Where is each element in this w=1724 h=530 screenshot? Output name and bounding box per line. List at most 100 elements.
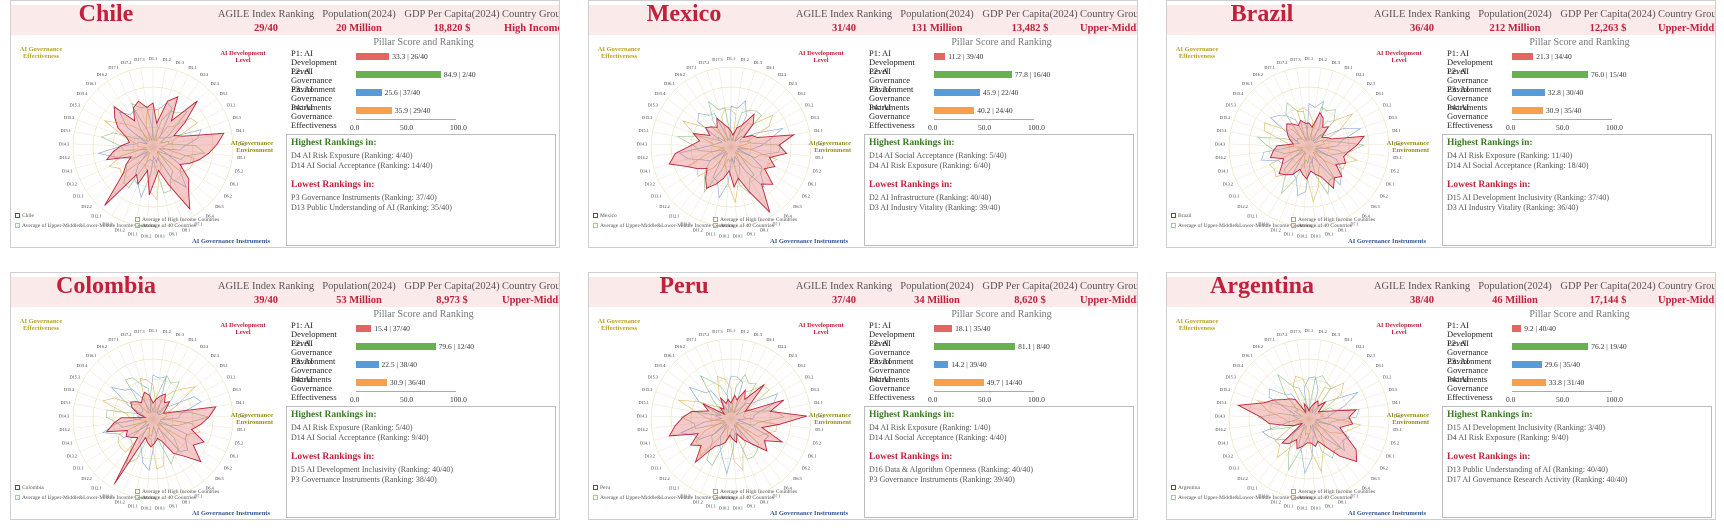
- legend-swatch: [593, 213, 598, 219]
- highest-item: D4 AI Risk Exposure (Ranking: 5/40): [291, 423, 413, 432]
- header-labels: AGILE Index Ranking Population(2024) GDP P…: [216, 9, 559, 23]
- radar-axis-label: D16.2: [1253, 72, 1263, 77]
- radar-axis-label: D6.4: [1361, 486, 1370, 491]
- radar-spoke: [152, 146, 205, 209]
- rankings-box: Highest Rankings in: D4 AI Risk Exposure …: [286, 134, 556, 246]
- radar-quadrant-label: AI Governance: [231, 412, 274, 419]
- radar-axis-label: D2.2: [1356, 344, 1364, 349]
- header-labels: AGILE Index Ranking Population(2024) GDP P…: [1372, 9, 1715, 23]
- radar-axis-label: D5.2: [813, 169, 821, 174]
- pillar-axis-line: [934, 391, 1034, 392]
- radar-spoke: [1230, 403, 1310, 420]
- radar-axis-label: D15.3: [70, 102, 80, 107]
- radar-spoke: [152, 146, 172, 225]
- radar-spoke: [1278, 418, 1310, 494]
- radar-axis-label: D1.3: [1332, 60, 1340, 65]
- pillar-bar: [1512, 89, 1545, 96]
- header-labels: AGILE Index Ranking Population(2024) GDP P…: [216, 281, 559, 295]
- radar-chart: D1.1 D1.2 D1.3 D2.1 D2.2D2.3D3.1 D3.2 D3.3 D4.1…: [1176, 318, 1430, 517]
- header-values: 37/40 34 Million 8,620 $ Upper-Middle Incom…: [794, 295, 1137, 309]
- pillar-row: P1: AI Development Level 15.4 | 37/40: [291, 321, 559, 348]
- radar-axis-label: D9.1: [1325, 232, 1333, 237]
- radar-spoke: [730, 415, 811, 420]
- radar-spoke: [730, 98, 795, 148]
- radar-axis-label: D10.2: [1297, 506, 1307, 511]
- radar-axis-label: D17.3: [1290, 57, 1300, 62]
- radar-axis-label: D3.3: [233, 387, 241, 392]
- radar-spoke: [111, 418, 154, 488]
- radar-country-series: [668, 113, 796, 213]
- radar-axis-label: D4.2: [238, 142, 246, 147]
- radar-spoke: [152, 119, 229, 148]
- agile-rank-value: 38/40: [1410, 295, 1434, 306]
- radar-spoke: [152, 108, 224, 148]
- radar-spoke: [152, 81, 200, 148]
- radar-axis-label: D4.2: [1394, 142, 1402, 147]
- legend-swatch: [15, 495, 20, 501]
- radar-spoke: [651, 415, 732, 420]
- radar-axis-label: D2.1: [766, 337, 774, 342]
- legend-label: Average of 40 Countries: [1298, 223, 1352, 229]
- legend-swatch: [713, 495, 718, 501]
- radar-axis-label: D16.1: [86, 353, 96, 358]
- radar-axis-label: D10.2: [141, 234, 151, 239]
- header-label: GDP Per Capita(2024): [1560, 9, 1656, 20]
- radar-spoke: [152, 146, 233, 157]
- legend-label: Mexico: [600, 213, 617, 219]
- legend-item: Average of High Income Countries: [135, 217, 219, 223]
- legend-item: Average of High Income Countries: [1291, 489, 1375, 495]
- radar-axis-label: D17.1: [1264, 65, 1274, 70]
- legend-item: Average of 40 Countries: [1291, 223, 1352, 229]
- radar-spoke: [730, 75, 767, 148]
- radar-axis-label: D10.1: [1311, 234, 1321, 239]
- radar-quadrant-label: Environment: [814, 147, 852, 154]
- radar-axis-label: D17.3: [712, 57, 722, 62]
- pillar-axis-line: [1512, 119, 1612, 120]
- radar-spoke: [652, 131, 732, 148]
- radar-axis-label: D17.1: [1264, 337, 1274, 342]
- radar-axis-label: D10.2: [1297, 234, 1307, 239]
- agile-rank-value: 37/40: [832, 295, 856, 306]
- rankings-box: Highest Rankings in: D15 AI Development I…: [1442, 406, 1712, 518]
- radar-quadrant-label: Environment: [236, 419, 274, 426]
- radar-average-line: [103, 108, 198, 201]
- radar-axis-label: D2.3: [789, 81, 797, 86]
- radar-spoke: [152, 418, 160, 499]
- pillar-bar: [934, 53, 946, 60]
- radar-axis-label: D3.3: [233, 115, 241, 120]
- lowest-item: D17 AI Governance Research Activity (Ran…: [1447, 475, 1628, 484]
- legend-label: Average of Upper-Middle&Lower-Middle Inc…: [600, 223, 734, 229]
- legend-swatch: [1291, 489, 1296, 495]
- pillar-row: P2: AI Governance Environment 76.2 | 19/4…: [1447, 339, 1715, 366]
- lowest-item: D3 AI Industry Vitality (Ranking: 36/40): [1447, 203, 1579, 212]
- radar-quadrant-label: AI Governance: [20, 318, 63, 325]
- radar-quadrant-label: Level: [1391, 329, 1406, 336]
- legend-swatch: [713, 489, 718, 495]
- population-value: 131 Million: [911, 23, 963, 34]
- radar-axis-label: D14.2: [1215, 155, 1225, 160]
- pillar-axis-tick: 50.0: [400, 395, 414, 404]
- radar-axis-label: D5.2: [235, 169, 243, 174]
- radar-spoke: [730, 146, 750, 225]
- pillar-row: P1: AI Development Level 18.1 | 35/40: [869, 321, 1137, 348]
- legend-item: Argentina: [1171, 485, 1200, 491]
- radar-axis-label: D11.1: [128, 232, 138, 237]
- radar-axis-label: D6.4: [783, 486, 792, 491]
- pillar-axis-line: [356, 119, 456, 120]
- header-label: AGILE Index Ranking: [795, 9, 893, 20]
- radar-axis-label: D2.3: [211, 353, 219, 358]
- highest-heading: Highest Rankings in:: [291, 138, 377, 148]
- radar-spoke: [128, 70, 154, 148]
- radar-axis-label: D3.3: [1389, 115, 1397, 120]
- radar-axis-label: D6.3: [1371, 476, 1379, 481]
- radar-axis-label: D11.3: [680, 222, 690, 227]
- radar-chart: D1.1 D1.2 D1.3 D2.1 D2.2D2.3D3.1 D3.2 D3.3 D4.1…: [20, 46, 274, 245]
- radar-axis-label: D5.2: [1391, 441, 1399, 446]
- radar-spoke: [152, 342, 178, 420]
- legend-item: Average of Upper-Middle&Lower-Middle Inc…: [593, 223, 734, 229]
- radar-axis-label: D15.2: [1220, 387, 1230, 392]
- radar-axis-label: D17.3: [134, 329, 144, 334]
- pillar-row: P1: AI Development Level 33.3 | 26/40: [291, 49, 559, 76]
- radar-spoke: [79, 146, 154, 180]
- radar-axis-label: D10.1: [733, 506, 743, 511]
